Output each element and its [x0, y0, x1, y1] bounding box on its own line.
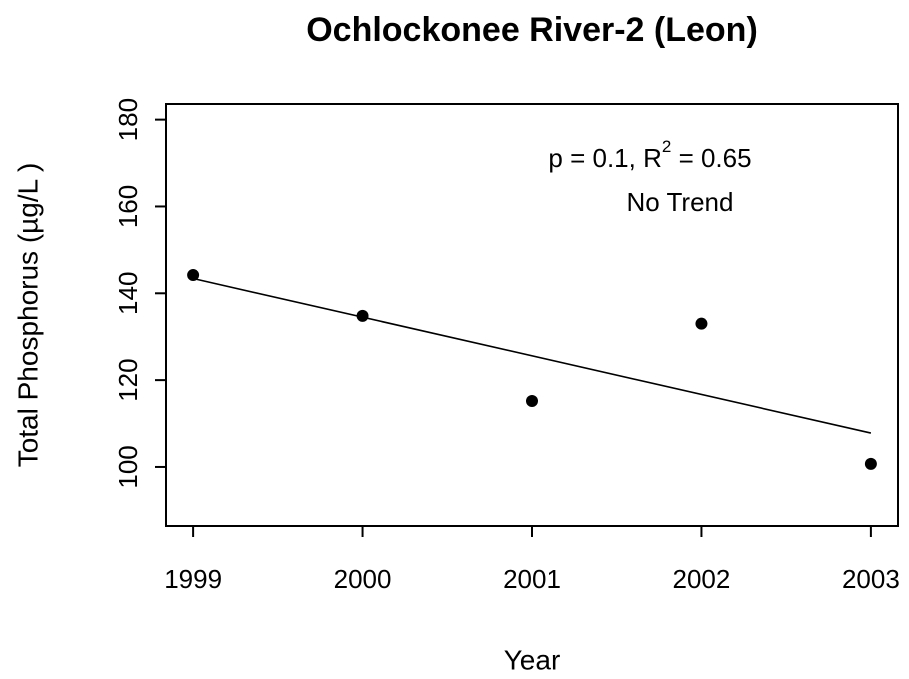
- x-tick-label: 2003: [842, 564, 900, 594]
- y-tick-label: 120: [113, 358, 143, 401]
- annotation: No Trend: [627, 187, 734, 217]
- y-axis-label: Total Phosphorus (µg/L ): [12, 163, 43, 468]
- chart-title: Ochlockonee River-2 (Leon): [306, 11, 758, 49]
- data-point: [187, 269, 200, 282]
- data-point: [526, 394, 538, 407]
- y-tick-label: 140: [113, 272, 143, 315]
- data-point: [864, 457, 877, 470]
- annotation-part: = 0.65: [671, 143, 751, 173]
- annotation-superscript: 2: [662, 137, 671, 156]
- trend-line: [192, 277, 872, 434]
- x-tick-label: 2002: [673, 564, 731, 594]
- y-tick-label: 180: [113, 98, 143, 141]
- annotation: p = 0.1, R2 = 0.65: [548, 137, 751, 172]
- x-tick-label: 2001: [503, 564, 561, 594]
- plot-frame: [165, 103, 899, 527]
- x-tick-label: 1999: [164, 564, 222, 594]
- y-tick-label: 100: [113, 445, 143, 488]
- x-tick-label: 2000: [334, 564, 392, 594]
- annotation-part: p = 0.1, R: [548, 143, 661, 173]
- x-axis-label: Year: [504, 644, 561, 675]
- data-point: [695, 317, 708, 330]
- y-tick-label: 160: [113, 185, 143, 228]
- data-point: [356, 309, 369, 322]
